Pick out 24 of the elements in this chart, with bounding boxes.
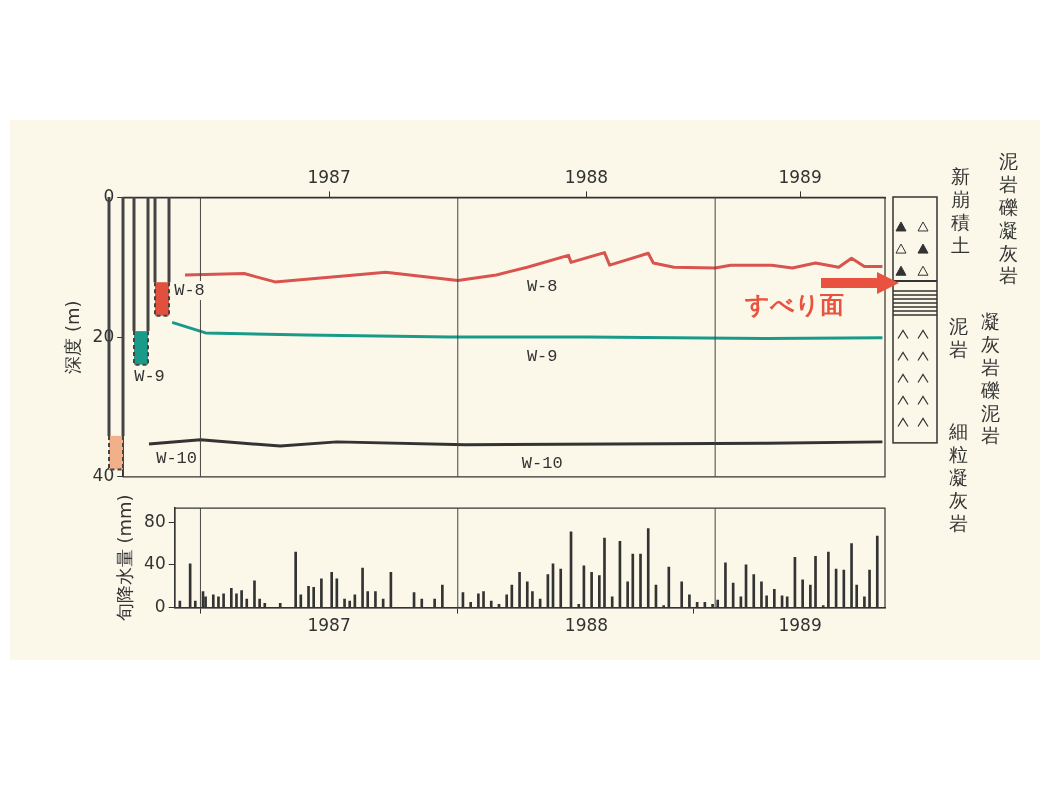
x-tick-label: 1989	[778, 615, 822, 636]
series-label: W-10	[521, 453, 563, 473]
x-tick-label: 1988	[564, 615, 609, 636]
y-tick-label: 40	[92, 465, 115, 486]
y-tick-label: 0	[154, 596, 166, 617]
text: 新崩積土	[951, 165, 970, 257]
y-axis-title: 深度 (m)	[62, 300, 84, 374]
annotation: W-8	[173, 281, 206, 301]
series-label: W-9	[526, 347, 558, 367]
annotation: すべり面	[745, 291, 844, 321]
y-tick-label: 80	[144, 510, 166, 531]
text: 細粒凝灰岩	[949, 420, 968, 535]
text: 泥岩	[949, 315, 968, 361]
annotation: W-10	[155, 448, 199, 468]
y-tick-label: 40	[144, 553, 166, 574]
x-tick-label: 1987	[307, 166, 351, 187]
annotation: W-9	[133, 367, 166, 387]
series-label: W-8	[526, 277, 558, 297]
x-tick-label: 1987	[307, 615, 351, 636]
x-tick-label: 1988	[564, 166, 609, 187]
x-tick-label: 1989	[778, 166, 822, 187]
text: 泥岩礫凝灰岩	[999, 150, 1018, 288]
text: 凝灰岩礫泥岩	[981, 310, 1000, 448]
y-axis-title: 旬降水量 (mm)	[113, 494, 135, 622]
